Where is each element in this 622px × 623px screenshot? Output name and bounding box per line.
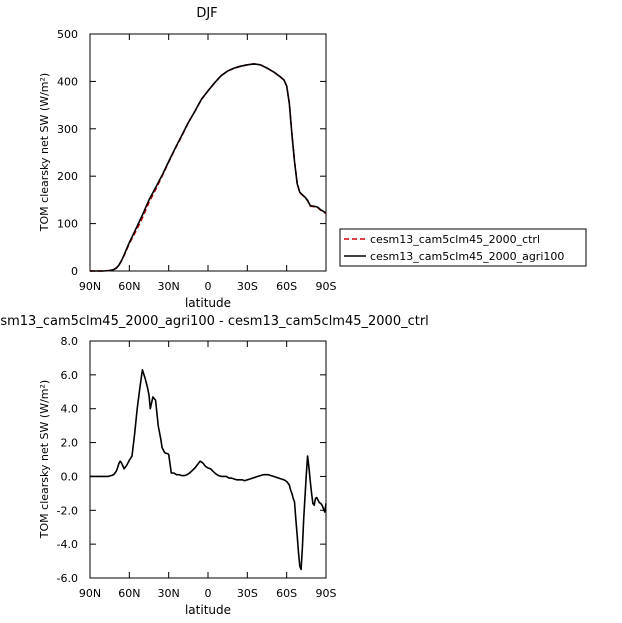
- top-y-tick-label: 300: [57, 123, 78, 136]
- top-x-tick-label: 60N: [118, 280, 140, 293]
- top-x-tick-label: 90S: [316, 280, 337, 293]
- top-x-axis-label: latitude: [185, 296, 231, 310]
- bottom-x-tick-label: 0: [205, 587, 212, 600]
- top-x-tick-label: 60S: [276, 280, 297, 293]
- bottom-x-tick-label: 60S: [276, 587, 297, 600]
- bottom-x-tick-label: 90N: [79, 587, 101, 600]
- top-y-tick-label: 100: [57, 218, 78, 231]
- bottom-series-line-0: [90, 368, 327, 571]
- legend-label-agri100: cesm13_cam5clm45_2000_agri100: [370, 250, 564, 263]
- top-x-tick-label: 30S: [237, 280, 258, 293]
- bottom-y-ticks: -6.0 -4.0 -2.0 0.0 2.0 4.0 6.0 8.0: [57, 335, 326, 585]
- bottom-title: cesm13_cam5clm45_2000_agri100 - cesm13_c…: [0, 314, 429, 329]
- top-plot-frame: [89, 33, 327, 272]
- bottom-series-lines: [90, 368, 327, 571]
- top-series-line-0: [90, 63, 327, 272]
- bottom-x-ticks: 90N 60N 30N 0 30S 60S 90S: [79, 341, 337, 600]
- bottom-y-tick-label: 0.0: [61, 470, 79, 483]
- top-x-tick-label: 30N: [158, 280, 180, 293]
- bottom-y-tick-label: -4.0: [57, 538, 78, 551]
- bottom-x-axis-label: latitude: [185, 603, 231, 617]
- top-x-ticks: 90N 60N 30N 0 30S 60S 90S: [79, 34, 337, 293]
- bottom-plot-frame: [89, 340, 327, 579]
- top-x-tick-label: 0: [205, 280, 212, 293]
- bottom-panel: cesm13_cam5clm45_2000_agri100 - cesm13_c…: [0, 314, 429, 617]
- top-series-lines: [90, 63, 327, 272]
- bottom-y-tick-label: 2.0: [61, 437, 79, 450]
- bottom-x-tick-label: 30N: [158, 587, 180, 600]
- top-x-tick-label: 90N: [79, 280, 101, 293]
- legend-box: [339, 228, 587, 267]
- bottom-y-tick-label: -2.0: [57, 504, 78, 517]
- bottom-y-tick-label: 8.0: [61, 335, 79, 348]
- top-series-line-1: [90, 63, 327, 272]
- bottom-y-tick-label: 4.0: [61, 403, 79, 416]
- top-y-axis-label: TOM clearsky net SW (W/m²): [38, 73, 51, 232]
- legend: cesm13_cam5clm45_2000_ctrl cesm13_cam5cl…: [339, 228, 587, 267]
- legend-label-ctrl: cesm13_cam5clm45_2000_ctrl: [370, 233, 540, 246]
- bottom-y-tick-label: 6.0: [61, 369, 79, 382]
- bottom-x-tick-label: 90S: [316, 587, 337, 600]
- top-title: DJF: [196, 6, 217, 21]
- top-y-tick-label: 0: [71, 265, 78, 278]
- top-y-tick-label: 200: [57, 170, 78, 183]
- top-panel: DJF 0 100 200 300 400 500 90N 60N 30N 0 30S 60S 90S…: [38, 6, 587, 310]
- top-y-tick-label: 400: [57, 75, 78, 88]
- bottom-y-axis-label: TOM clearsky net SW (W/m²): [38, 380, 51, 539]
- top-y-tick-label: 500: [57, 28, 78, 41]
- bottom-y-tick-label: -6.0: [57, 572, 78, 585]
- bottom-x-tick-label: 60N: [118, 587, 140, 600]
- top-y-ticks: 0 100 200 300 400 500: [57, 28, 326, 278]
- bottom-x-tick-label: 30S: [237, 587, 258, 600]
